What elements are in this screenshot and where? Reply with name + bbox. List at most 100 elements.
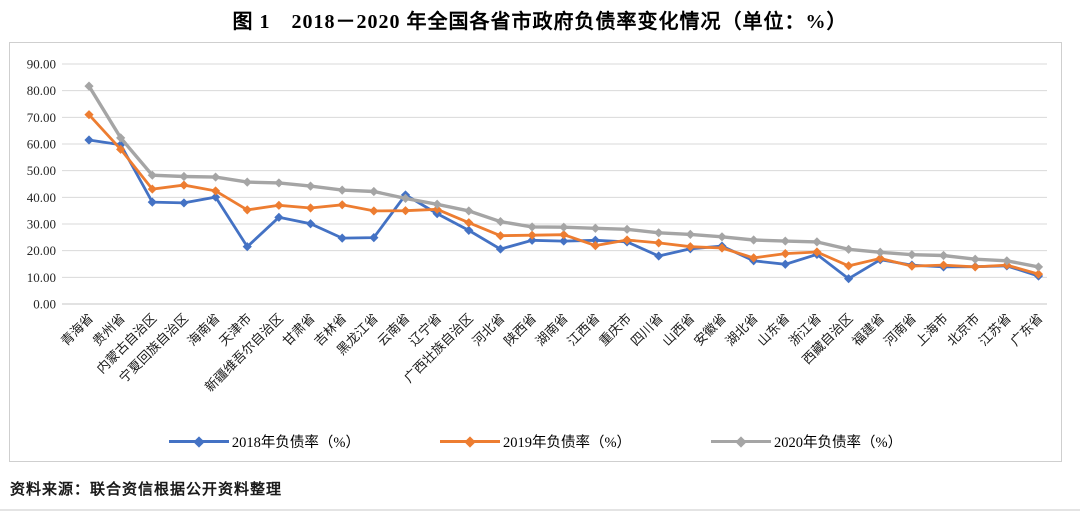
data-point-marker: [938, 250, 949, 261]
gridlines: [62, 63, 1047, 305]
data-point-marker: [590, 223, 600, 233]
data-point-marker: [305, 203, 316, 213]
data-point-marker: [464, 225, 474, 235]
legend-line-diamond-icon: [168, 435, 229, 448]
y-tick-label: 20.00: [27, 243, 56, 258]
data-point-marker: [242, 242, 252, 252]
data-point-marker: [274, 212, 284, 222]
data-point-marker: [179, 198, 189, 208]
data-point-marker: [179, 180, 189, 190]
data-point-marker: [780, 249, 790, 259]
y-tick-label: 90.00: [27, 57, 56, 72]
data-point-marker: [369, 233, 379, 243]
data-point-marker: [812, 247, 822, 257]
data-point-marker: [527, 222, 537, 232]
data-point-marker: [527, 230, 537, 240]
x-tick-label: 四川省: [628, 311, 666, 349]
data-point-marker: [400, 206, 411, 216]
data-point-marker: [147, 170, 157, 180]
x-tick-label: 山西省: [659, 311, 697, 349]
data-point-marker: [337, 185, 347, 195]
legend-label: 2020年负债率（%）: [774, 435, 903, 451]
data-point-marker: [559, 230, 569, 240]
data-point-marker: [1033, 269, 1044, 279]
chart-title: 图 1 2018－2020 年全国各省市政府负债率变化情况（单位：%）: [232, 11, 848, 33]
data-point-marker: [907, 261, 917, 271]
x-tick-label: 青海省: [58, 311, 96, 349]
data-point-marker: [590, 241, 600, 251]
data-point-marker: [654, 251, 664, 261]
y-tick-label: 30.00: [27, 217, 56, 232]
data-point-marker: [685, 242, 695, 252]
data-point-marker: [369, 186, 379, 197]
x-tick-label: 湖南省: [533, 311, 571, 349]
data-point-marker: [749, 235, 759, 245]
y-tick-label: 0.00: [33, 297, 56, 312]
data-point-marker: [305, 181, 316, 191]
y-tick-label: 50.00: [27, 163, 56, 178]
x-tick-label: 甘肃省: [279, 311, 317, 349]
x-tick-label: 广东省: [1007, 311, 1045, 349]
data-point-marker: [84, 110, 94, 120]
data-point-marker: [337, 233, 347, 243]
legend-label: 2019年负债率（%）: [502, 435, 632, 451]
data-point-marker: [369, 206, 379, 216]
data-point-marker: [1033, 262, 1044, 272]
y-tick-label: 40.00: [27, 190, 56, 205]
x-tick-label: 安徽省: [691, 311, 729, 349]
data-point-marker: [464, 206, 474, 216]
data-point-marker: [780, 236, 790, 246]
legend-item-2020: 2020年负债率（%）: [711, 431, 902, 452]
legend-item-2019: 2019年负债率（%）: [439, 431, 632, 452]
data-point-marker: [559, 222, 569, 232]
data-point-marker: [211, 186, 221, 196]
data-point-marker: [590, 235, 600, 245]
x-tick-label: 重庆市: [596, 311, 634, 349]
data-point-marker: [749, 253, 759, 263]
data-point-marker: [875, 247, 885, 257]
data-point-marker: [495, 217, 506, 227]
data-point-marker: [654, 238, 664, 248]
data-point-marker: [179, 171, 189, 182]
legend-line-diamond-icon: [439, 435, 500, 448]
data-point-marker: [622, 235, 632, 245]
data-point-marker: [116, 144, 126, 154]
data-point-marker: [717, 232, 727, 242]
y-axis-labels: 0.00 10.00 20.00 30.00 40.00 50.00 60.00 70.00 8…: [27, 57, 56, 312]
series-line: [88, 138, 1039, 281]
x-tick-label: 江西省: [564, 311, 602, 349]
legend-label: 2018年负债率（%）: [231, 435, 360, 451]
chart-legend: 2018年负债率（%） 2019年负债率（%） 2020年负债率（%）: [10, 431, 1061, 452]
data-point-marker: [1002, 256, 1012, 266]
y-tick-label: 80.00: [27, 83, 56, 98]
source-note: 资料来源：联合资信根据公开资料整理: [10, 482, 283, 498]
data-point-marker: [242, 177, 252, 187]
data-point-marker: [685, 229, 695, 239]
data-point-marker: [211, 172, 221, 182]
data-point-marker: [527, 235, 537, 245]
data-point-marker: [147, 184, 157, 194]
data-point-marker: [495, 244, 506, 254]
y-tick-label: 10.00: [27, 270, 56, 285]
x-tick-label: 山东省: [754, 311, 792, 349]
data-point-marker: [432, 199, 442, 209]
data-point-marker: [970, 262, 980, 272]
x-tick-label: 陕西省: [501, 311, 539, 349]
y-tick-label: 70.00: [27, 110, 56, 125]
x-tick-label: 云南省: [374, 311, 412, 349]
data-point-marker: [116, 133, 126, 143]
data-point-marker: [717, 243, 727, 253]
chart-frame: 0.00 10.00 20.00 30.00 40.00 50.00 60.00 70.00 8…: [9, 42, 1062, 462]
data-point-marker: [84, 135, 94, 145]
x-tick-label: 湖北省: [723, 311, 761, 349]
data-point-marker: [305, 219, 316, 229]
series-2019年负债率（%）: [84, 110, 1044, 279]
data-point-marker: [844, 244, 854, 254]
data-point-marker: [400, 193, 411, 203]
data-point-marker: [432, 204, 442, 214]
series-2020年负债率（%）: [84, 81, 1044, 272]
y-tick-label: 60.00: [27, 137, 56, 152]
data-point-marker: [907, 250, 917, 260]
data-point-marker: [812, 237, 822, 247]
x-tick-label: 河北省: [469, 311, 507, 349]
